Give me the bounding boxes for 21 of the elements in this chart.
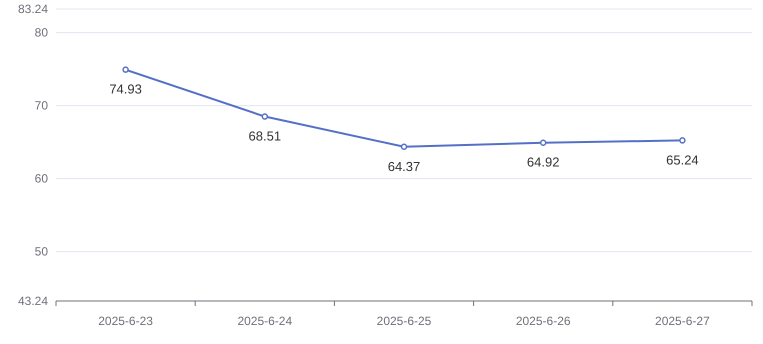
y-tick-label: 60 bbox=[34, 172, 48, 186]
point bbox=[400, 144, 408, 150]
point bbox=[262, 113, 268, 120]
point bbox=[122, 66, 129, 73]
x-tick-label: 2025-6-23 bbox=[98, 314, 154, 328]
x-tick-label: 2025-6-27 bbox=[655, 314, 710, 328]
y-tick-label: 50 bbox=[34, 244, 48, 259]
data-label: 64.37 bbox=[388, 158, 420, 174]
point bbox=[679, 137, 686, 144]
data-label: 68.51 bbox=[248, 128, 282, 144]
y-tick-label: 43.24 bbox=[18, 294, 48, 308]
y-tick-label: 83.24 bbox=[18, 2, 48, 16]
data-label: 65.24 bbox=[666, 152, 699, 168]
x-tick-label: 2025-6-26 bbox=[516, 314, 571, 328]
x-tick-label: 2025-6-25 bbox=[376, 314, 432, 328]
data-label: 64.92 bbox=[526, 154, 560, 170]
x-tick-label: 2025-6-24 bbox=[237, 314, 292, 328]
data-label: 74.93 bbox=[109, 82, 142, 97]
point bbox=[540, 139, 546, 146]
y-tick-label: 70 bbox=[34, 98, 48, 113]
y-tick-label: 80 bbox=[34, 26, 48, 40]
